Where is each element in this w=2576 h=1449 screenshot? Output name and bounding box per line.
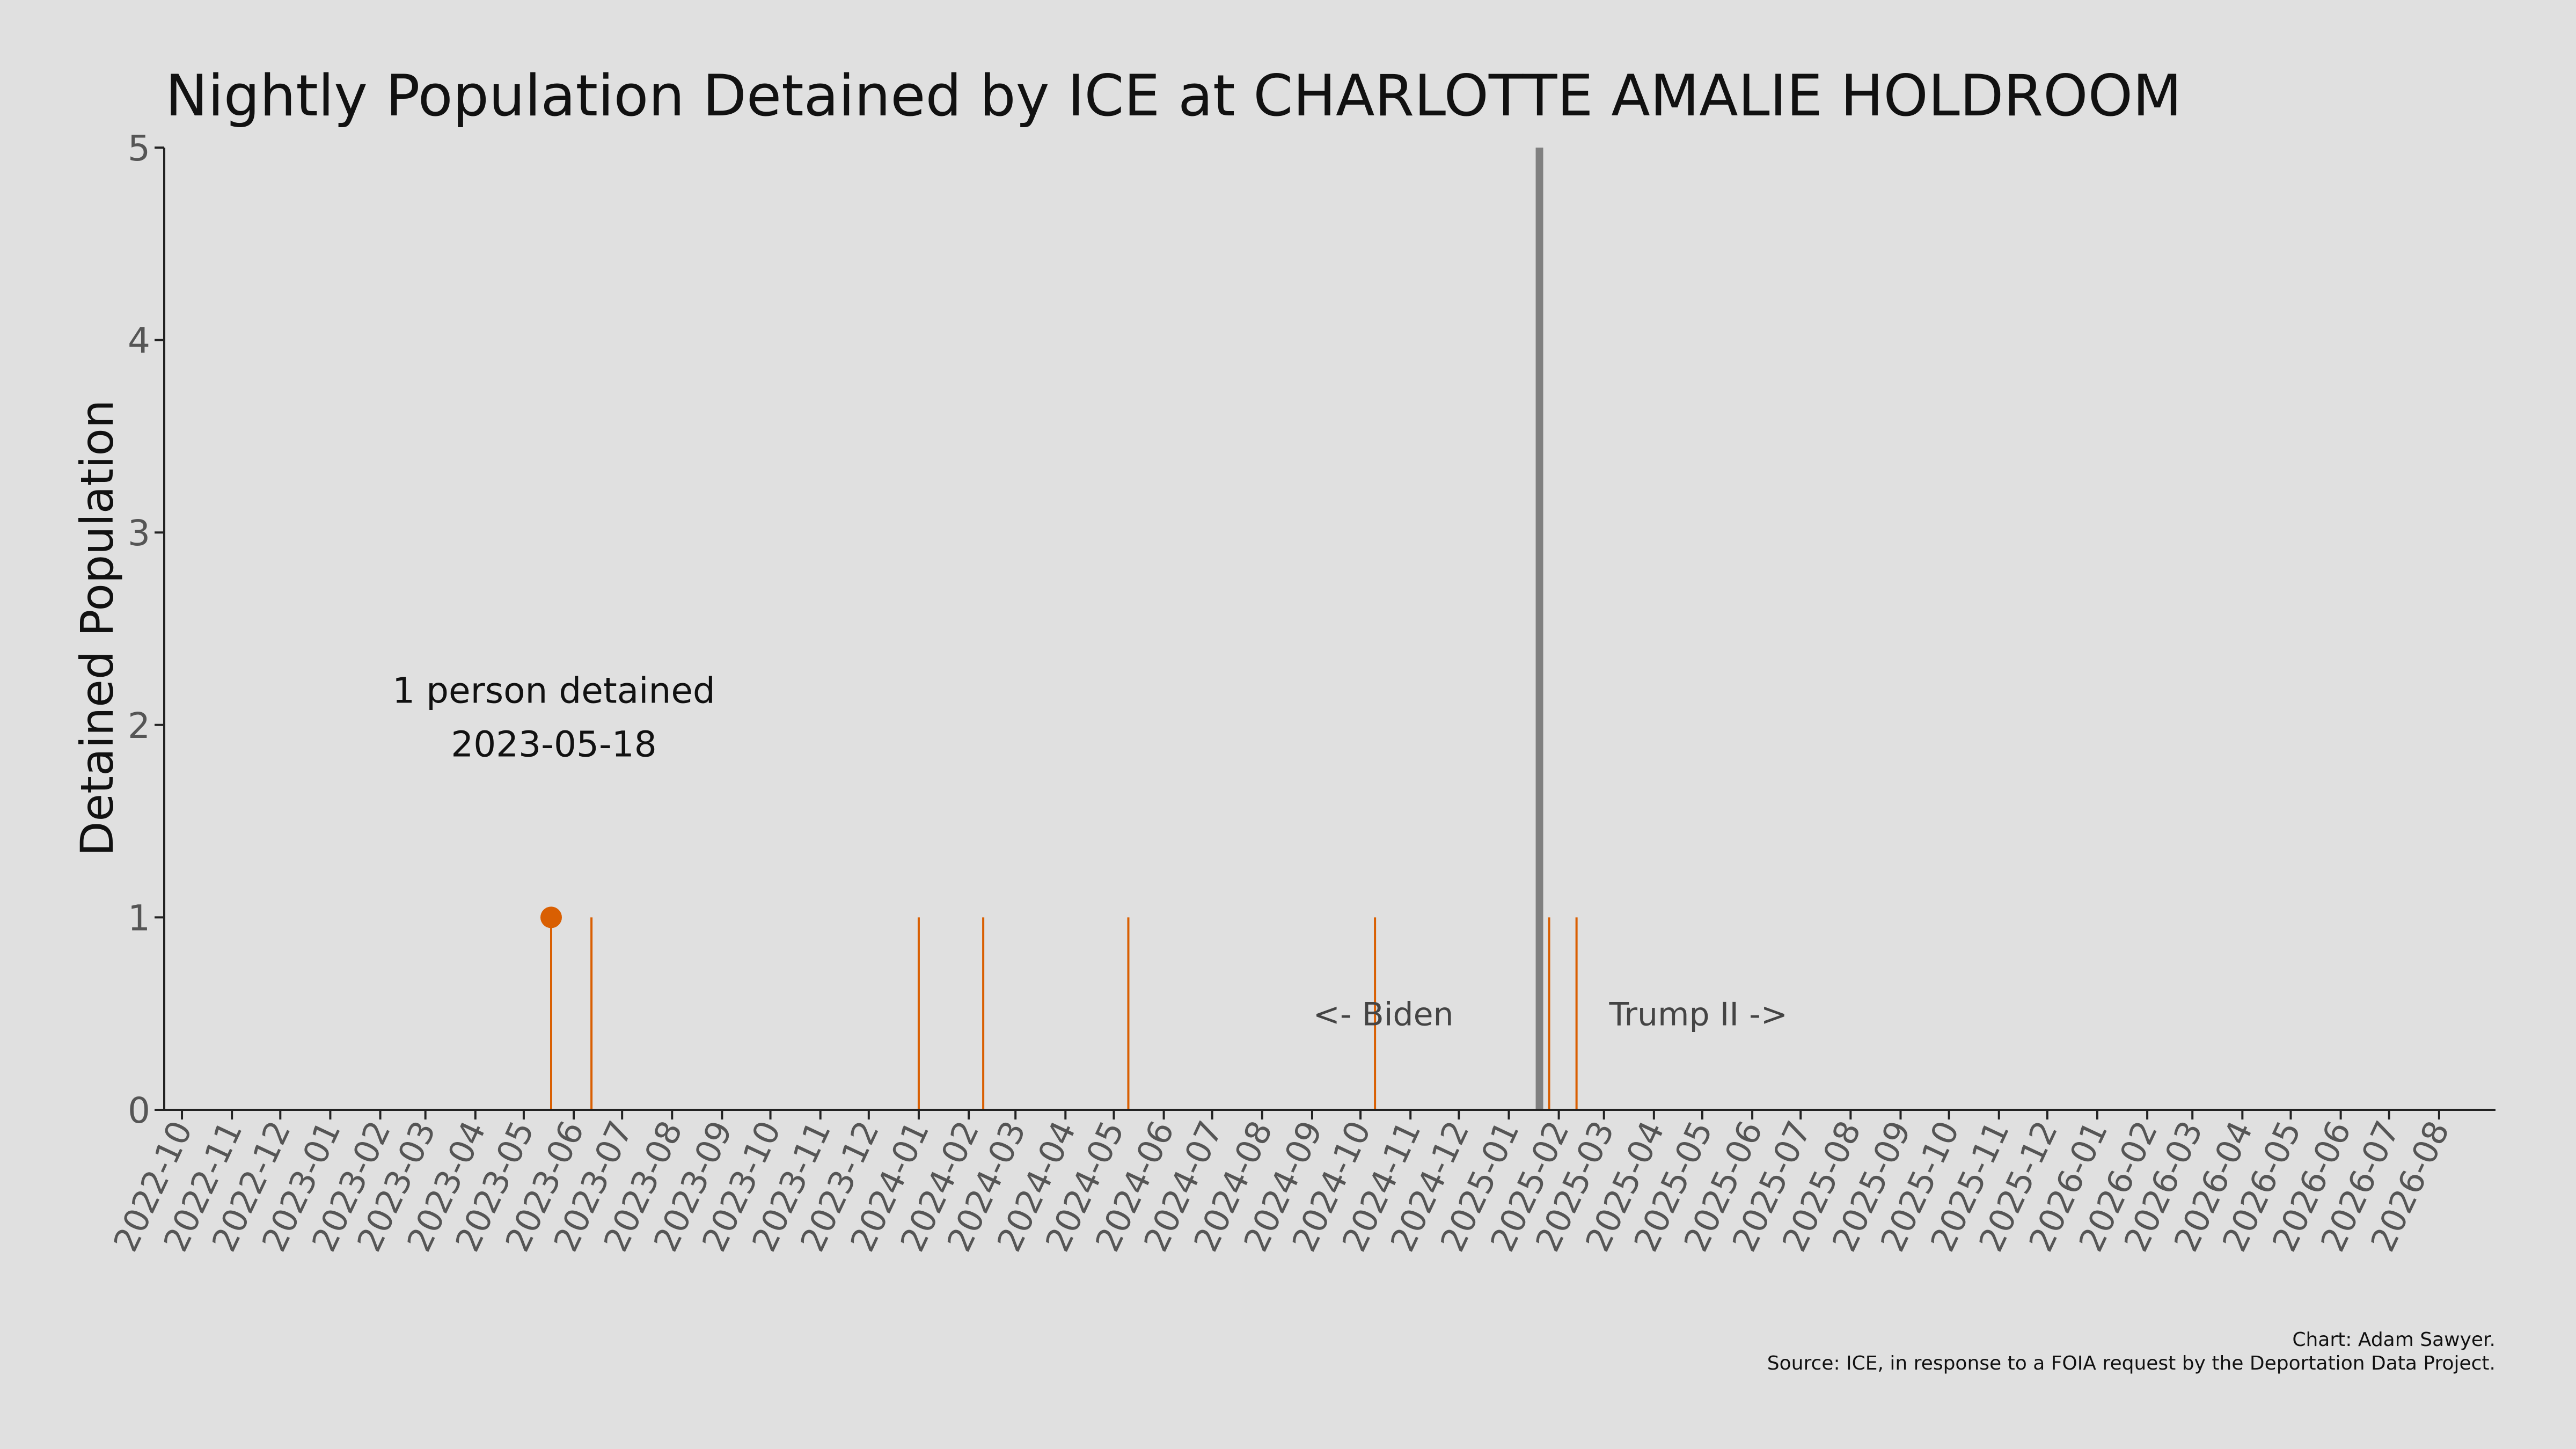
y-tick-label: 2 <box>128 705 150 747</box>
trump-label: Trump II -> <box>1609 996 1788 1034</box>
y-tick-label: 5 <box>128 128 150 169</box>
y-tick-label: 1 <box>128 897 150 939</box>
x-axis: 2022-102022-112022-122023-012023-022023-… <box>106 1110 2457 1257</box>
y-axis-label: Detained Population <box>71 400 123 856</box>
reference-line-group: <- Biden Trump II -> <box>1313 148 1788 1110</box>
annotation-line-2: 2023-05-18 <box>451 723 657 765</box>
biden-label: <- Biden <box>1313 996 1454 1034</box>
y-tick-label: 4 <box>128 320 150 362</box>
y-tick-label: 3 <box>128 513 150 554</box>
y-axis: 0 1 2 3 4 5 <box>128 128 164 1131</box>
y-tick-label: 0 <box>128 1090 150 1131</box>
annotation-group: 1 person detained 2023-05-18 <box>392 670 715 928</box>
source-text: Source: ICE, in response to a FOIA reque… <box>1767 1352 2496 1374</box>
series-bars <box>550 917 1578 1110</box>
annotation-line-1: 1 person detained <box>392 670 715 711</box>
chart-title: Nightly Population Detained by ICE at CH… <box>165 63 2182 129</box>
highlight-point <box>540 906 562 928</box>
credit-text: Chart: Adam Sawyer. <box>2292 1329 2496 1351</box>
